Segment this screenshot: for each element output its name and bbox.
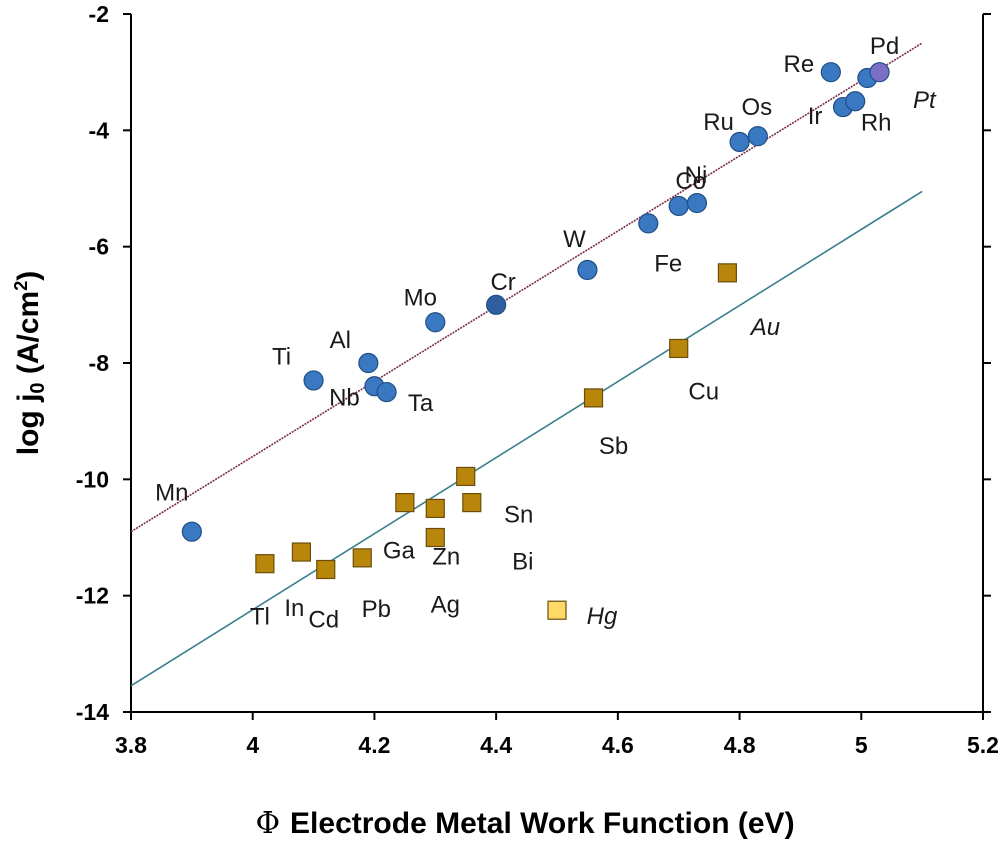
data-markers: [181, 62, 890, 620]
label-in: In: [284, 595, 304, 622]
label-nb: Nb: [329, 384, 360, 411]
marker-cu: [669, 338, 689, 359]
marker-sb: [583, 388, 604, 408]
label-w: W: [563, 226, 586, 253]
label-bi: Bi: [512, 549, 533, 576]
marker-ru: [729, 131, 750, 153]
y-tick-label: -6: [89, 234, 109, 260]
marker-hg: [547, 600, 567, 620]
label-zn: Zn: [432, 543, 460, 570]
trendline: [130, 190, 923, 687]
label-sb: Sb: [599, 433, 628, 460]
x-tick-label: 4.6: [602, 732, 634, 758]
label-ga: Ga: [383, 538, 416, 565]
y-tick-label: -4: [89, 117, 110, 143]
label-re: Re: [784, 51, 815, 78]
marker-fe: [638, 213, 659, 234]
marker-ni: [686, 192, 708, 214]
x-tick-label: 5: [855, 732, 868, 758]
marker-al: [358, 352, 379, 374]
marker-ta: [376, 381, 397, 403]
y-tick-label: -8: [89, 350, 110, 376]
x-tick-label: 3.8: [115, 732, 147, 758]
x-tick-label: 4: [246, 732, 259, 758]
label-al: Al: [330, 327, 351, 354]
marker-cd: [316, 559, 336, 580]
marker-rh: [845, 91, 866, 112]
marker-au: [717, 263, 738, 283]
label-mo: Mo: [404, 284, 437, 311]
x-tick-label: 5.2: [967, 732, 999, 758]
label-mn: Mn: [155, 480, 188, 507]
label-pd: Pd: [870, 33, 899, 60]
marker-zn: [425, 498, 445, 519]
marker-tl: [255, 554, 275, 574]
label-fe: Fe: [654, 250, 682, 277]
y-axis-title-tail: (A/cm: [12, 291, 45, 383]
trendlines: [130, 42, 923, 687]
x-tick-label: 4.8: [724, 732, 756, 758]
y-axis-title-main: log j: [12, 394, 45, 456]
label-cr: Cr: [490, 269, 515, 296]
label-os: Os: [741, 94, 772, 121]
axis-ticks: 3.8 4 4.2 4.4 4.6 4.8 5 5.2 -2 -4 -6 -8 -10 -12 -14: [76, 1, 999, 758]
label-ni: Ni: [685, 162, 708, 189]
x-axis-title-symbol: Φ: [255, 806, 280, 841]
label-cu: Cu: [688, 378, 719, 405]
x-axis-title: Φ Electrode Metal Work Function (eV): [255, 806, 794, 841]
marker-w: [577, 259, 598, 281]
y-tick-label: -10: [76, 466, 109, 492]
label-ti: Ti: [272, 343, 291, 370]
x-axis-title-text: Electrode Metal Work Function (eV): [290, 807, 795, 840]
marker-co: [668, 195, 689, 217]
y-axis-title-sub: 0: [27, 382, 49, 393]
y-axis-title-sup: 2: [11, 281, 31, 291]
marker-ga: [395, 493, 415, 513]
marker-ti: [303, 370, 324, 391]
label-pb: Pb: [362, 596, 391, 623]
x-tick-label: 4.2: [358, 732, 390, 758]
marker-mo: [425, 312, 446, 333]
marker-cr: [486, 294, 507, 315]
marker-sn: [456, 466, 476, 487]
label-cd: Cd: [308, 606, 339, 633]
label-au: Au: [749, 314, 780, 341]
label-ta: Ta: [408, 390, 434, 417]
marker-os: [747, 126, 768, 147]
label-ir: Ir: [808, 103, 823, 130]
marker-bi: [462, 493, 482, 513]
label-rh: Rh: [861, 109, 892, 136]
marker-re: [820, 62, 841, 83]
y-axis-title: log j0 (A/cm2): [11, 271, 49, 455]
y-tick-label: -14: [76, 699, 109, 725]
label-tl: Tl: [250, 604, 270, 631]
marker-ag: [425, 527, 445, 548]
label-ag: Ag: [431, 592, 460, 619]
marker-in: [291, 542, 311, 562]
y-tick-label: -12: [76, 583, 109, 609]
label-hg: Hg: [587, 603, 618, 630]
label-sn: Sn: [504, 501, 533, 528]
marker-mn: [181, 521, 202, 542]
marker-pb: [352, 548, 372, 568]
trendline: [130, 42, 923, 533]
label-ru: Ru: [703, 109, 734, 136]
y-axis-title-end: ): [12, 271, 45, 281]
label-co: Co: [675, 168, 706, 195]
y-tick-label: -2: [89, 1, 109, 27]
marker-pd: [869, 62, 890, 83]
x-tick-label: 4.4: [480, 732, 512, 758]
label-pt: Pt: [913, 87, 937, 114]
